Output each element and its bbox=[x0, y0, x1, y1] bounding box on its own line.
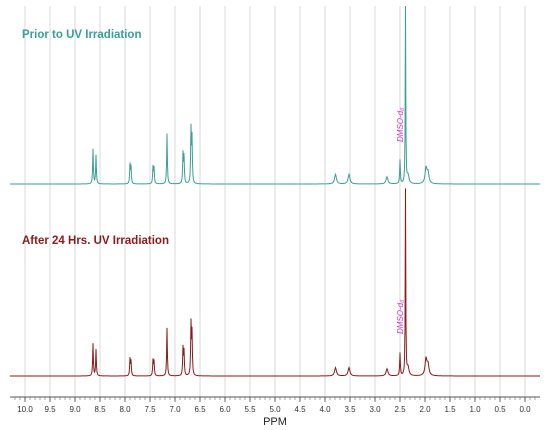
tick-label: 8.5 bbox=[94, 405, 106, 414]
tick-label: 1.5 bbox=[444, 405, 456, 414]
tick-label: 5.0 bbox=[269, 405, 281, 414]
solvent-label: DMSO-d₆ bbox=[396, 299, 405, 334]
spectra bbox=[10, 5, 540, 377]
tick-label: 4.0 bbox=[319, 405, 331, 414]
tick-label: 0.5 bbox=[494, 405, 506, 414]
tick-label: 3.0 bbox=[369, 405, 381, 414]
tick-label: 7.0 bbox=[169, 405, 181, 414]
tick-label: 1.0 bbox=[469, 405, 481, 414]
x-axis-title: PPM bbox=[263, 416, 287, 428]
tick-label: 7.5 bbox=[144, 405, 156, 414]
tick-label: 5.5 bbox=[244, 405, 256, 414]
spectrum-line bbox=[10, 5, 540, 185]
x-axis: 10.0 9.5 9.0 8.5 8.0 7.5 7.0 6.5 6.0 5.5 5.0 4.5 4.0… bbox=[10, 396, 540, 428]
solvent-label: DMSO-d₆ bbox=[396, 107, 405, 142]
tick-label: 9.5 bbox=[44, 405, 56, 414]
series-title: Prior to UV Irradiation bbox=[22, 29, 142, 41]
tick-label: 2.5 bbox=[394, 405, 406, 414]
tick-label: 9.0 bbox=[69, 405, 81, 414]
tick-label: 2.0 bbox=[419, 405, 431, 414]
series-title: After 24 Hrs. UV Irradiation bbox=[22, 235, 169, 247]
tick-label: 10.0 bbox=[17, 405, 33, 414]
tick-label: 3.5 bbox=[344, 405, 356, 414]
tick-label: 4.5 bbox=[294, 405, 306, 414]
spectrum-line bbox=[10, 188, 540, 377]
tick-label: 0.0 bbox=[519, 405, 531, 414]
tick-label: 6.0 bbox=[219, 405, 231, 414]
gridlines bbox=[24, 6, 526, 397]
tick-label: 6.5 bbox=[194, 405, 206, 414]
tick-label: 8.0 bbox=[119, 405, 131, 414]
annotations: Prior to UV Irradiation DMSO-d₆ After 24 H… bbox=[22, 29, 405, 334]
